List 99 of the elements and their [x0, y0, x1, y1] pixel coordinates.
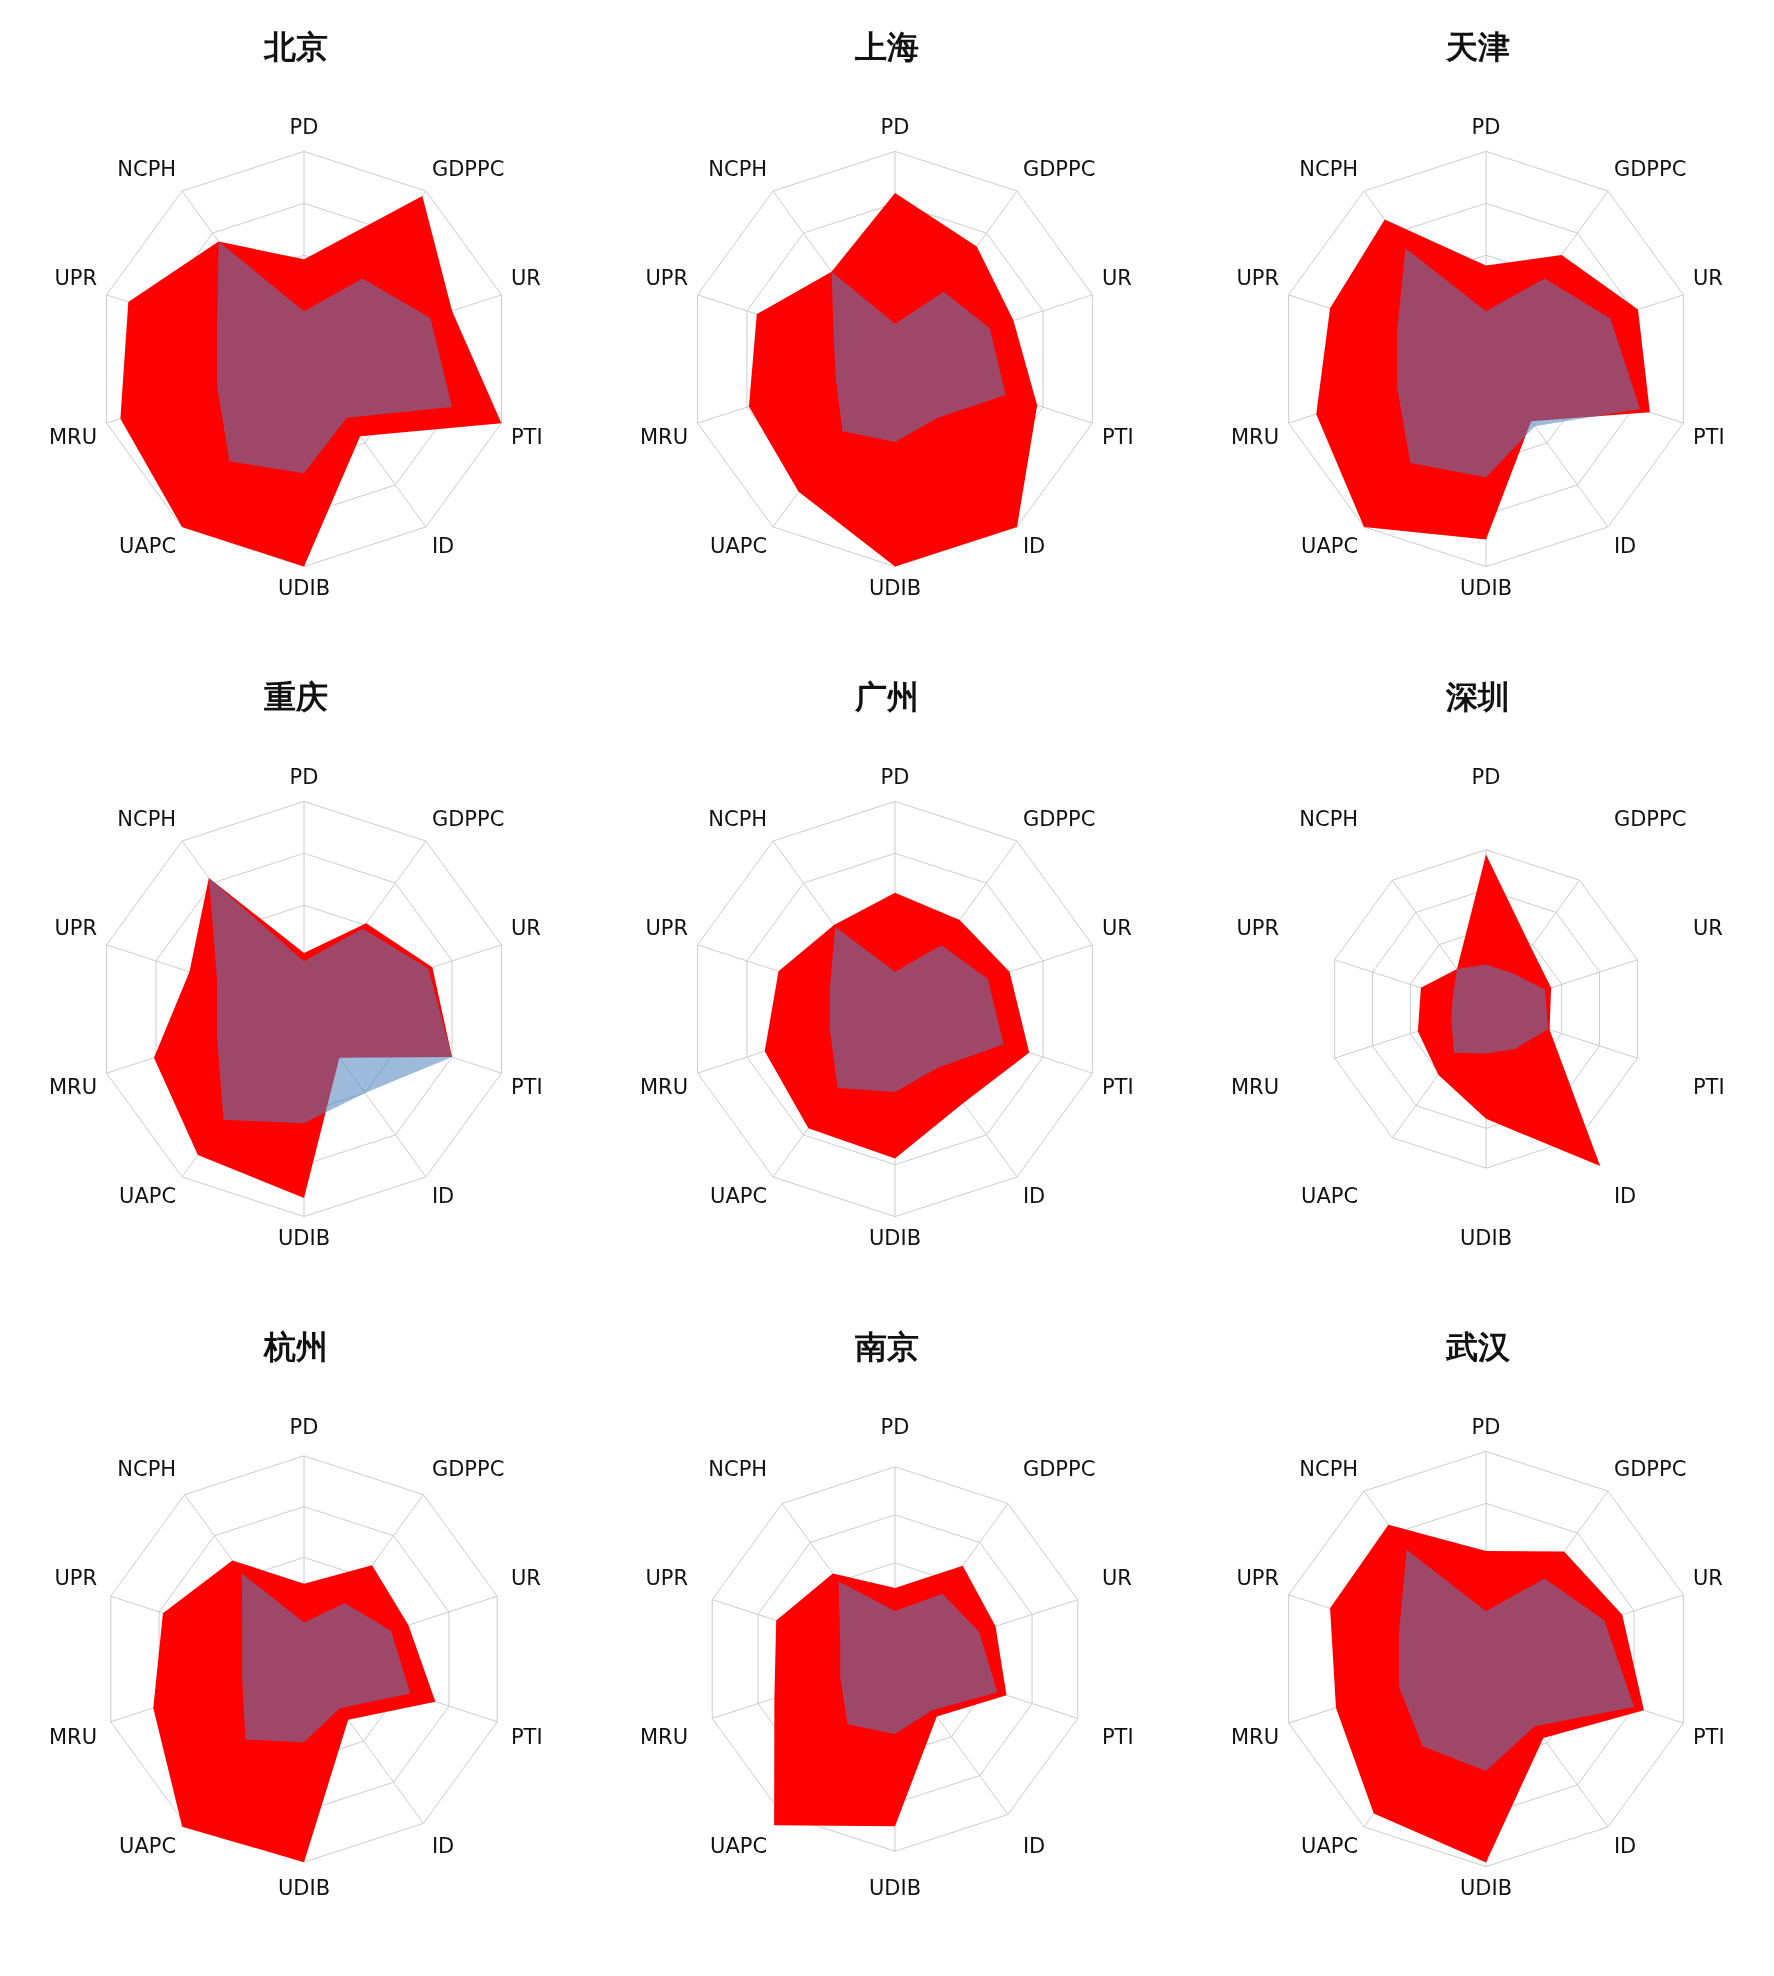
spoke-label: PD: [1471, 765, 1501, 790]
spoke-label: UAPC: [710, 1184, 768, 1209]
spoke-label: UDIB: [868, 575, 922, 600]
spoke-label: UR: [1692, 265, 1723, 290]
spoke-label: ID: [1613, 1834, 1637, 1859]
spoke-label: PTI: [1692, 425, 1725, 450]
spoke-label: MRU: [48, 425, 98, 450]
spoke-label: MRU: [48, 1725, 98, 1750]
spoke-label: GDPPC: [1613, 156, 1687, 181]
spoke-label: NCPH: [708, 156, 768, 181]
spoke-label: PD: [1471, 115, 1501, 140]
spoke-label: PD: [1471, 1415, 1501, 1440]
spoke-label: ID: [431, 534, 455, 559]
spoke-label: UPR: [645, 915, 689, 940]
spoke-label: NCPH: [1299, 156, 1359, 181]
spoke-label: ID: [431, 1184, 455, 1209]
spoke-label: UR: [510, 265, 541, 290]
spoke-label: PD: [289, 115, 319, 140]
spoke-label: NCPH: [117, 156, 177, 181]
spoke-label: UDIB: [868, 1875, 922, 1900]
spoke-label: UPR: [1236, 1565, 1280, 1590]
spoke-label: MRU: [1230, 1075, 1280, 1100]
chart-title: 天津: [1444, 27, 1510, 66]
spoke-label: NCPH: [1299, 1456, 1359, 1481]
spoke-label: UPR: [645, 265, 689, 290]
spoke-label: UPR: [54, 915, 98, 940]
spoke-label: PTI: [1692, 1075, 1725, 1100]
spoke-label: NCPH: [708, 806, 768, 831]
spoke-label: UAPC: [710, 1834, 768, 1859]
spoke-label: UR: [510, 1565, 541, 1590]
spoke-label: UPR: [645, 1565, 689, 1590]
spoke-label: UPR: [54, 1565, 98, 1590]
spoke-label: UAPC: [119, 1184, 177, 1209]
spoke-label: MRU: [639, 1075, 689, 1100]
chart-title: 深圳: [1444, 677, 1510, 716]
chart-title: 杭州: [262, 1327, 328, 1366]
spoke-label: ID: [1022, 1184, 1046, 1209]
spoke-label: NCPH: [708, 1456, 768, 1481]
spoke-label: GDPPC: [1613, 806, 1687, 831]
spoke-label: UAPC: [1301, 1184, 1359, 1209]
spoke-label: UR: [1101, 1565, 1132, 1590]
spoke-label: GDPPC: [1022, 806, 1096, 831]
spoke-label: ID: [431, 1834, 455, 1859]
spoke-label: UPR: [1236, 915, 1280, 940]
spoke-label: PTI: [1101, 425, 1134, 450]
spoke-label: MRU: [639, 425, 689, 450]
spoke-label: PD: [289, 1415, 319, 1440]
spoke-label: PTI: [1101, 1725, 1134, 1750]
spoke-label: UR: [1101, 915, 1132, 940]
spoke-label: UDIB: [277, 1875, 331, 1900]
spoke-label: GDPPC: [1613, 1456, 1687, 1481]
spoke-label: UDIB: [1459, 1875, 1513, 1900]
spoke-label: UAPC: [710, 534, 768, 559]
spoke-label: UR: [510, 915, 541, 940]
spoke-label: UAPC: [1301, 534, 1359, 559]
spoke-label: UR: [1692, 1565, 1723, 1590]
spoke-label: UR: [1692, 915, 1723, 940]
chart-title: 武汉: [1444, 1327, 1511, 1366]
spoke-label: MRU: [48, 1075, 98, 1100]
spoke-label: PTI: [510, 1725, 543, 1750]
spoke-label: UAPC: [119, 1834, 177, 1859]
chart-title: 南京: [854, 1327, 919, 1366]
spoke-label: UDIB: [868, 1225, 922, 1250]
spoke-label: ID: [1022, 534, 1046, 559]
spoke-label: MRU: [1230, 1725, 1280, 1750]
spoke-label: UDIB: [277, 1225, 331, 1250]
spoke-label: PTI: [1101, 1075, 1134, 1100]
spoke-label: MRU: [639, 1725, 689, 1750]
chart-title: 广州: [853, 677, 919, 716]
spoke-label: NCPH: [117, 806, 177, 831]
spoke-label: UAPC: [119, 534, 177, 559]
spoke-label: UDIB: [277, 575, 331, 600]
spoke-label: UAPC: [1301, 1834, 1359, 1859]
spoke-label: NCPH: [1299, 806, 1359, 831]
spoke-label: ID: [1022, 1834, 1046, 1859]
spoke-label: UPR: [54, 265, 98, 290]
chart-title: 北京: [262, 27, 328, 66]
spoke-label: GDPPC: [431, 156, 505, 181]
spoke-label: UR: [1101, 265, 1132, 290]
chart-title: 重庆: [263, 677, 328, 716]
spoke-label: GDPPC: [431, 806, 505, 831]
spoke-label: MRU: [1230, 425, 1280, 450]
spoke-label: UDIB: [1459, 575, 1513, 600]
spoke-label: UDIB: [1459, 1225, 1513, 1250]
spoke-label: GDPPC: [1022, 156, 1096, 181]
spoke-label: PD: [880, 765, 910, 790]
spoke-label: GDPPC: [431, 1456, 505, 1481]
chart-title: 上海: [853, 27, 919, 66]
spoke-label: UPR: [1236, 265, 1280, 290]
spoke-label: ID: [1613, 534, 1637, 559]
spoke-label: PTI: [510, 1075, 543, 1100]
spoke-label: PTI: [1692, 1725, 1725, 1750]
spoke-label: PTI: [510, 425, 543, 450]
spoke-label: GDPPC: [1022, 1456, 1096, 1481]
spoke-label: PD: [880, 115, 910, 140]
spoke-label: PD: [880, 1415, 910, 1440]
spoke-label: NCPH: [117, 1456, 177, 1481]
spoke-label: PD: [289, 765, 319, 790]
spoke-label: ID: [1613, 1184, 1637, 1209]
